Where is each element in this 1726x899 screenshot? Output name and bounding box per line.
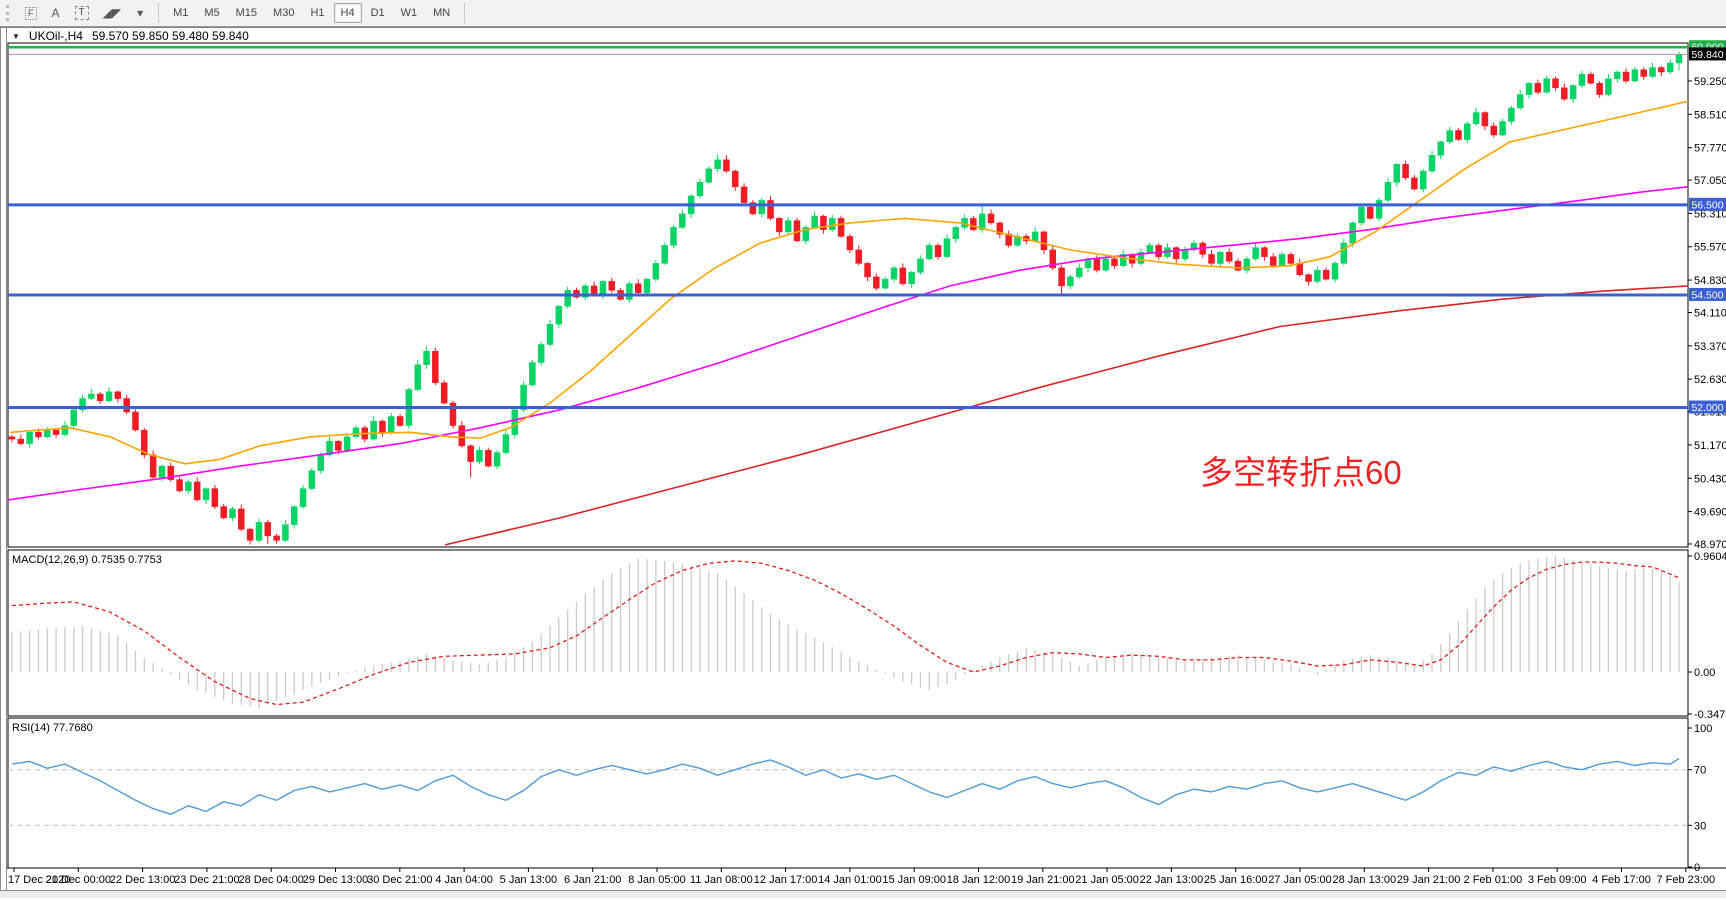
toolbar-drag-handle[interactable] [6,5,12,21]
macd-tick-label: -0.3473 [1694,709,1726,721]
price-tick-label: 54.110 [1694,308,1726,320]
grid-f-tool-icon: F [25,6,37,20]
price-tick-label: 55.570 [1694,242,1726,254]
time-tick-label: 2 Feb 01:00 [1464,874,1523,886]
price-tick-label: 51.170 [1694,440,1726,452]
price-tick-label: 58.510 [1694,109,1726,121]
time-tick-label: 21 Jan 05:00 [1075,874,1139,886]
macd-indicator-panel: 0.9604 0.00 -0.3473 MACD(12,26,9) 0.7535 0.… [7,549,1726,721]
timeframe-button-d1[interactable]: D1 [364,3,392,23]
window-left-frame [0,28,7,890]
price-tick-label: 49.690 [1694,507,1726,519]
time-tick-label: 12 Jan 17:00 [754,874,818,886]
drawing-tools-group: F A T ◢◤ ▾ [18,3,152,23]
time-tick-label: 14 Jan 01:00 [818,874,882,886]
toolbar-separator [464,3,466,23]
symbol-ohlc-bar: ▼ UKOil-,H4 59.570 59.850 59.480 59.840 [12,29,249,43]
rsi-label: RSI(14) 77.7680 [12,722,93,734]
timeframe-button-m5[interactable]: M5 [197,3,226,23]
time-tick-label: 29 Jan 21:00 [1397,874,1461,886]
text-label-tool-icon: T [74,6,89,20]
rsi-tick-label: 100 [1694,723,1712,735]
price-tick-label: 54.830 [1694,275,1726,287]
timeframe-button-h4[interactable]: H4 [333,3,362,23]
arrow-objects-tool-icon[interactable]: ◢◤ [96,3,128,23]
ma_mid-line [7,186,1689,501]
time-tick-label: 7 Feb 23:00 [1656,874,1715,886]
timeframe-button-h1[interactable]: H1 [303,3,331,23]
chart-window: ▼ UKOil-,H4 59.570 59.850 59.480 59.840 … [0,27,1726,890]
price-tick-label: 57.050 [1694,175,1726,187]
text-label-tool-icon[interactable]: T [68,3,96,23]
time-tick-label: 8 Jan 05:00 [628,874,686,886]
timeframe-button-w1[interactable]: W1 [394,3,425,23]
price-tick-label: 59.250 [1694,76,1726,88]
time-tick-label: 21 Dec 00:00 [46,874,111,886]
rsi-tick-label: 30 [1694,820,1706,832]
toolbar-separator [158,3,160,23]
macd-label: MACD(12,26,9) 0.7535 0.7753 [12,554,162,566]
ma_fast-line [9,100,1689,465]
time-tick-label: 23 Dec 21:00 [174,874,239,886]
price-tick-label: 52.630 [1694,374,1726,386]
price-tick-label: 57.770 [1694,143,1726,155]
ma_slow-line [444,285,1689,546]
ohlc-values-label: 59.570 59.850 59.480 59.840 [91,29,249,43]
top-toolbar: F A T ◢◤ ▾ M1 M5 M15 M30 H1 H4 D1 W1 MN [0,0,1726,27]
support-line-badge [1689,287,1726,301]
time-tick-label: 30 Dec 21:00 [367,874,432,886]
timeframes-group: M1 M5 M15 M30 H1 H4 D1 W1 MN [165,3,458,23]
grid-f-tool-icon[interactable]: F [18,3,44,23]
price-tick-label: 50.430 [1694,473,1726,485]
chart-annotation-text: 多空转折点60 [1200,454,1402,491]
time-tick-label: 3 Feb 09:00 [1528,874,1587,886]
svg-text:59.840: 59.840 [1691,49,1723,61]
timeframe-button-m15[interactable]: M15 [229,3,264,23]
time-tick-label: 22 Dec 13:00 [110,874,175,886]
svg-text:56.500: 56.500 [1691,199,1723,211]
timeframe-button-mn[interactable]: MN [426,3,457,23]
current-price-badge [1689,47,1726,61]
svg-text:54.500: 54.500 [1691,289,1723,301]
price-tick-label: 53.370 [1694,341,1726,353]
objects-dropdown-caret-icon[interactable]: ▾ [128,3,152,23]
svg-text:52.000: 52.000 [1691,402,1723,414]
chart-canvas[interactable]: 59.250 58.510 57.770 57.050 56.310 55.570 54.8… [0,28,1726,890]
time-tick-label: 22 Jan 13:00 [1140,874,1204,886]
time-tick-label: 15 Jan 09:00 [882,874,946,886]
time-tick-label: 17 Dec 2020 [8,874,70,886]
time-tick-label: 11 Jan 08:00 [690,874,753,886]
symbol-dropdown-triangle-icon[interactable]: ▼ [12,31,20,41]
macd-signal-line [11,560,1680,706]
time-tick-label: 29 Dec 13:00 [303,874,368,886]
time-tick-label: 4 Jan 04:00 [435,874,493,886]
timeframe-button-m1[interactable]: M1 [166,3,195,23]
time-tick-label: 27 Jan 05:00 [1268,874,1332,886]
price-tick-label: 56.310 [1694,208,1726,220]
timeframe-button-m30[interactable]: M30 [266,3,301,23]
font-a-tool-icon[interactable]: A [44,3,68,23]
time-tick-label: 18 Jan 12:00 [947,874,1011,886]
main-price-panel: 59.250 58.510 57.770 57.050 56.310 55.570 54.8… [7,40,1726,551]
time-tick-label: 6 Jan 21:00 [564,874,622,886]
rsi-tick-label: 70 [1694,765,1706,777]
time-tick-label: 5 Jan 13:00 [500,874,558,886]
time-tick-label: 28 Jan 13:00 [1332,874,1396,886]
macd-tick-label: 0.9604 [1694,551,1726,563]
price-tick-label: 48.970 [1694,539,1726,551]
time-tick-label: 25 Jan 16:00 [1204,874,1268,886]
support-line-badge [1689,400,1726,414]
time-tick-label: 4 Feb 17:00 [1592,874,1651,886]
time-tick-label: 19 Jan 21:00 [1011,874,1075,886]
time-tick-label: 28 Dec 04:00 [238,874,303,886]
rsi-line [11,758,1680,815]
window-bottom-strip [0,890,1726,898]
support-line-badge [1689,197,1726,211]
symbol-timeframe-label: UKOil-,H4 [28,29,83,43]
macd-tick-label: 0.00 [1694,667,1715,679]
